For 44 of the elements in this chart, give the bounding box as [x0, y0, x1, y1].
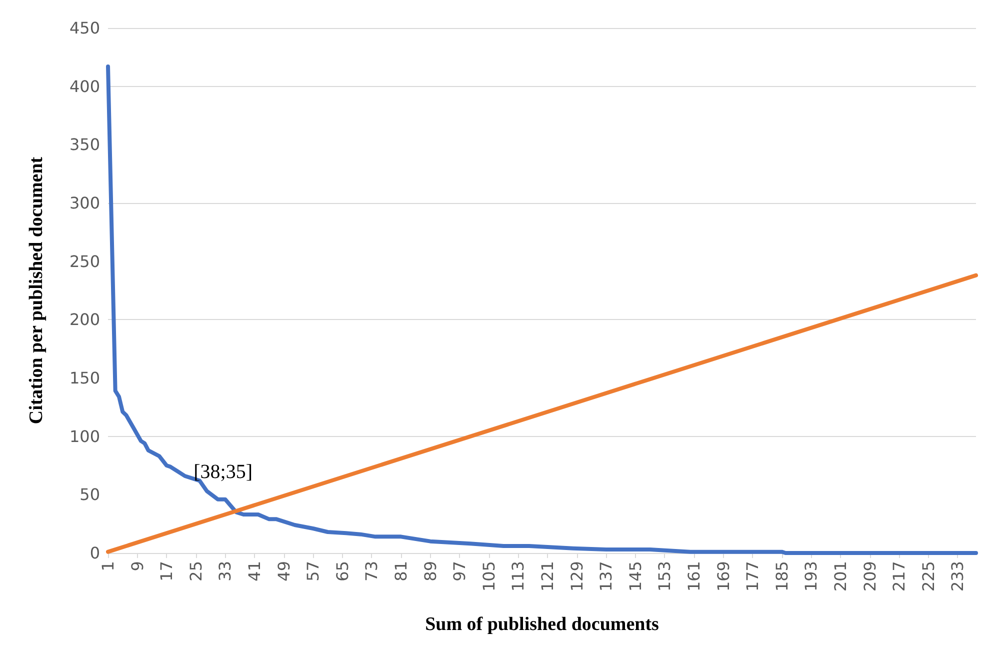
x-tick-label: 105 — [479, 561, 498, 592]
x-tick-label: 145 — [626, 561, 645, 592]
x-tick-label: 161 — [684, 561, 704, 592]
x-tick-label: 177 — [743, 561, 762, 592]
x-tick-label: 201 — [830, 561, 850, 592]
y-axis-title: Citation per published document — [26, 156, 47, 424]
y-tick-label: 250 — [69, 252, 100, 271]
x-tick-label: 193 — [802, 561, 821, 592]
x-tick-label: 73 — [362, 561, 382, 582]
x-axis-title: Sum of published documents — [425, 614, 659, 635]
x-tick-label: 57 — [304, 561, 323, 582]
line-series — [106, 64, 978, 555]
y-tick-label: 50 — [80, 485, 100, 504]
x-tick-label: 169 — [714, 561, 733, 592]
x-tick-label: 153 — [655, 561, 674, 592]
x-tick-label: 33 — [216, 561, 235, 582]
x-tick-label: 97 — [450, 561, 470, 582]
x-tick-label: 1 — [98, 561, 118, 572]
x-tick-label: 89 — [420, 561, 440, 582]
x-tick-label: 217 — [890, 561, 909, 592]
y-tick-label: 350 — [69, 135, 100, 154]
y-tick-label: 100 — [69, 426, 100, 446]
annotation: [38;35] — [194, 461, 253, 484]
y-tick-label: 300 — [69, 194, 100, 212]
x-tick-label: 225 — [918, 561, 938, 592]
x-tick-label: 209 — [860, 561, 880, 592]
x-tick-label: 81 — [391, 561, 410, 582]
y-tick-label: 400 — [69, 76, 100, 96]
x-tick-label: 41 — [245, 561, 264, 582]
y-tick-label: 450 — [69, 18, 100, 38]
y-tick-label: 150 — [69, 368, 100, 388]
x-tick-label: 121 — [538, 561, 557, 592]
x-tick-label: 137 — [596, 561, 616, 592]
x-tick-label: 17 — [157, 561, 176, 582]
x-tick-label: 65 — [332, 561, 352, 582]
x-tick-label: 129 — [567, 561, 586, 592]
x-tick-label: 9 — [128, 561, 147, 572]
x-tick-label: 49 — [274, 561, 294, 582]
y-tick-label: 200 — [69, 310, 100, 330]
x-tick-label: 233 — [948, 561, 968, 592]
y-tick-label: 0 — [90, 544, 100, 562]
x-tick-label: 185 — [772, 561, 792, 592]
x-tick-label: 25 — [186, 561, 206, 582]
x-tick-label: 113 — [508, 561, 528, 592]
